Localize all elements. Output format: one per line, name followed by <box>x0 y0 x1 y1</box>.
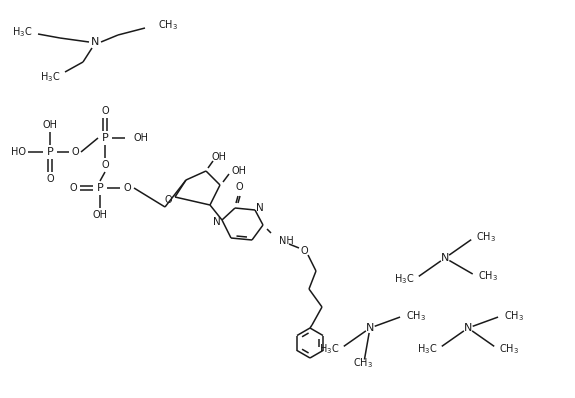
Text: O: O <box>300 246 308 256</box>
Text: CH$_3$: CH$_3$ <box>158 18 178 32</box>
Text: H$_3$C: H$_3$C <box>40 70 60 84</box>
Text: OH: OH <box>232 166 247 176</box>
Text: HO: HO <box>12 147 26 157</box>
Text: NH: NH <box>279 236 294 246</box>
Text: CH$_3$: CH$_3$ <box>478 269 498 283</box>
Text: O: O <box>123 183 131 193</box>
Text: O: O <box>101 106 109 116</box>
Text: O: O <box>46 174 54 184</box>
Text: O: O <box>235 182 243 192</box>
Text: N: N <box>366 323 374 333</box>
Text: CH$_3$: CH$_3$ <box>406 309 426 323</box>
Text: CH$_3$: CH$_3$ <box>476 230 496 244</box>
Text: OH: OH <box>43 120 58 130</box>
Text: CH$_3$: CH$_3$ <box>354 357 373 371</box>
Text: H$_3$C: H$_3$C <box>416 342 437 355</box>
Text: N: N <box>256 203 264 213</box>
Text: H$_3$C: H$_3$C <box>393 272 414 285</box>
Text: H$_3$C: H$_3$C <box>12 25 32 39</box>
Text: H$_3$C: H$_3$C <box>319 342 339 355</box>
Text: N: N <box>441 253 449 263</box>
Text: OH: OH <box>133 133 148 143</box>
Text: P: P <box>102 133 108 143</box>
Text: O: O <box>164 195 172 205</box>
Text: N: N <box>464 323 472 333</box>
Text: O: O <box>71 147 79 157</box>
Text: N: N <box>213 217 221 227</box>
Text: O: O <box>101 160 109 170</box>
Text: OH: OH <box>211 152 226 162</box>
Text: CH$_3$: CH$_3$ <box>499 342 519 355</box>
Text: P: P <box>47 147 53 157</box>
Text: OH: OH <box>93 210 108 220</box>
Text: P: P <box>97 183 104 193</box>
Text: O: O <box>69 183 77 193</box>
Text: CH$_3$: CH$_3$ <box>504 309 524 323</box>
Text: N: N <box>91 37 99 47</box>
